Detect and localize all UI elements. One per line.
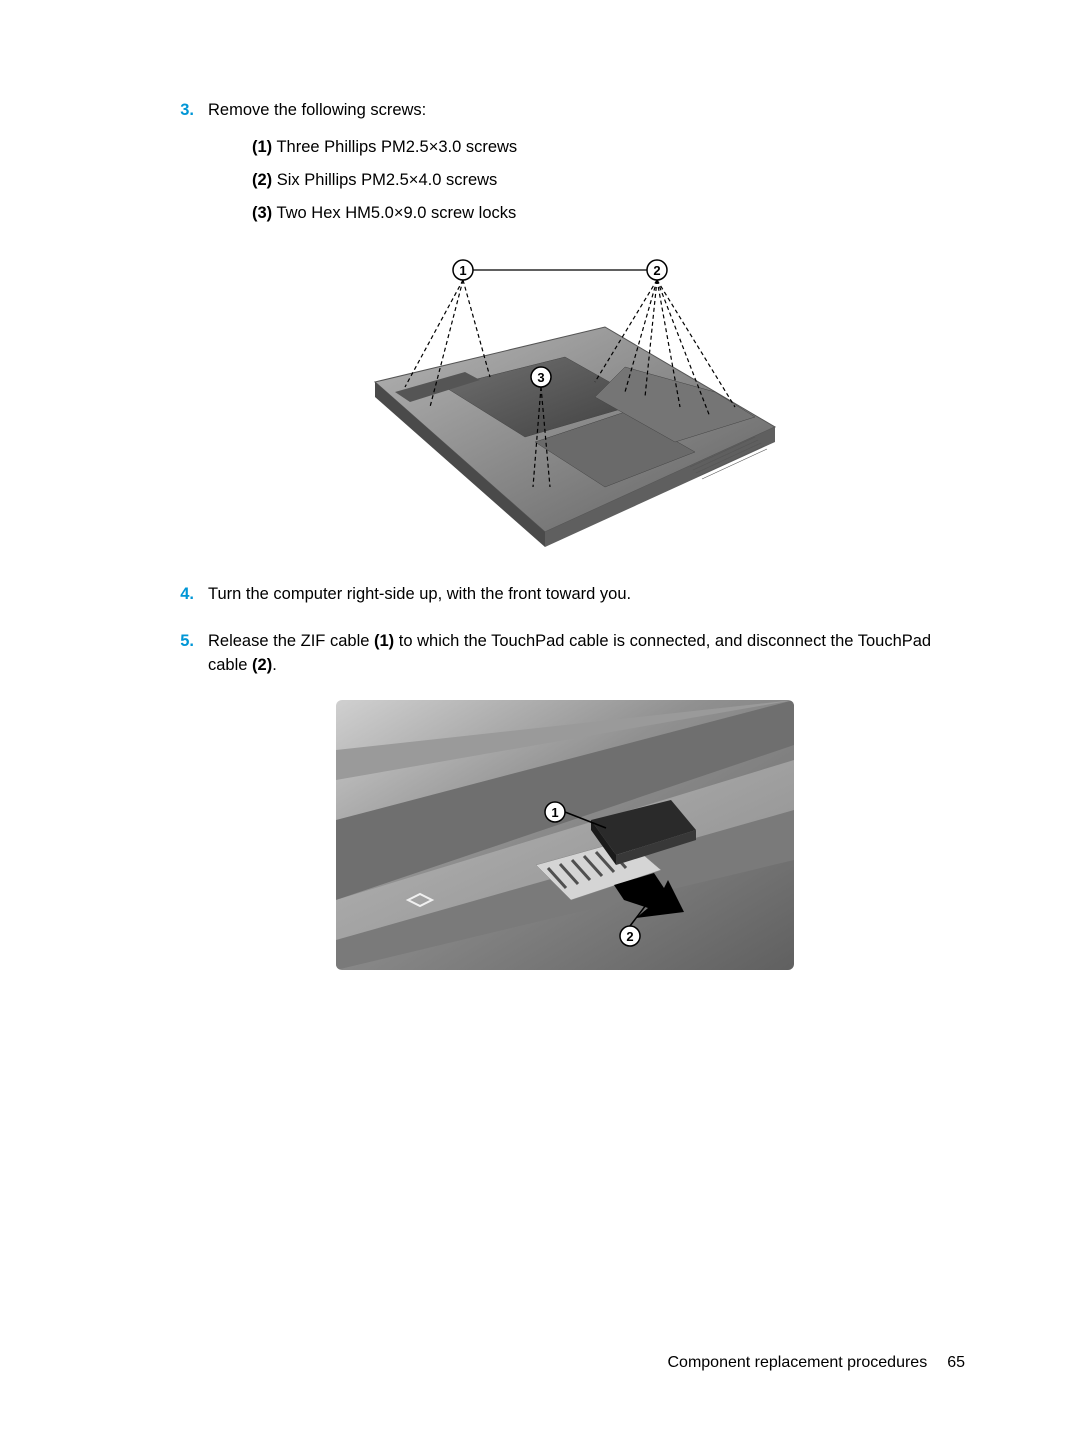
step-4: 4. Turn the computer right-side up, with… bbox=[164, 582, 965, 607]
step-5: 5. Release the ZIF cable (1) to which th… bbox=[164, 629, 965, 679]
touchpad-cable-diagram: 1 2 bbox=[336, 700, 794, 970]
step-number: 4. bbox=[164, 582, 194, 607]
step5-part0: Release the ZIF cable bbox=[208, 632, 374, 650]
step-5-text: Release the ZIF cable (1) to which the T… bbox=[208, 629, 965, 679]
sub-marker: (1) bbox=[252, 138, 272, 156]
sub-text: Three Phillips PM2.5×3.0 screws bbox=[272, 138, 517, 156]
svg-text:2: 2 bbox=[626, 929, 633, 944]
page-footer: Component replacement procedures 65 bbox=[668, 1354, 966, 1372]
footer-page-number: 65 bbox=[947, 1354, 965, 1371]
footer-section-title: Component replacement procedures bbox=[668, 1354, 928, 1371]
step-text: Remove the following screws: (1) Three P… bbox=[208, 98, 965, 230]
sub-text: Two Hex HM5.0×9.0 screw locks bbox=[272, 204, 516, 222]
figure-1: 1 2 3 bbox=[335, 252, 795, 552]
step-3: 3. Remove the following screws: (1) Thre… bbox=[164, 98, 965, 230]
sub-list: (1) Three Phillips PM2.5×3.0 screws (2) … bbox=[252, 131, 965, 230]
figure-1-container: 1 2 3 bbox=[164, 252, 965, 552]
step5-part1: (1) bbox=[374, 632, 394, 650]
sub-text: Six Phillips PM2.5×4.0 screws bbox=[272, 171, 497, 189]
sub-marker: (3) bbox=[252, 204, 272, 222]
figure-2-container: 1 2 bbox=[164, 700, 965, 970]
sub-marker: (2) bbox=[252, 171, 272, 189]
sub-item-1: (1) Three Phillips PM2.5×3.0 screws bbox=[252, 131, 965, 164]
step5-part3: (2) bbox=[252, 656, 272, 674]
svg-text:3: 3 bbox=[537, 370, 544, 385]
laptop-bottom-diagram: 1 2 3 bbox=[335, 252, 795, 552]
step-4-text: Turn the computer right-side up, with th… bbox=[208, 582, 965, 607]
sub-item-2: (2) Six Phillips PM2.5×4.0 screws bbox=[252, 164, 965, 197]
svg-text:1: 1 bbox=[459, 263, 466, 278]
page-content: 3. Remove the following screws: (1) Thre… bbox=[0, 0, 1080, 970]
step5-part4: . bbox=[272, 656, 277, 674]
step-3-text: Remove the following screws: bbox=[208, 101, 426, 119]
step-number: 3. bbox=[164, 98, 194, 230]
sub-item-3: (3) Two Hex HM5.0×9.0 screw locks bbox=[252, 197, 965, 230]
figure-2: 1 2 bbox=[336, 700, 794, 970]
svg-text:1: 1 bbox=[551, 805, 558, 820]
step-number: 5. bbox=[164, 629, 194, 679]
svg-text:2: 2 bbox=[653, 263, 660, 278]
